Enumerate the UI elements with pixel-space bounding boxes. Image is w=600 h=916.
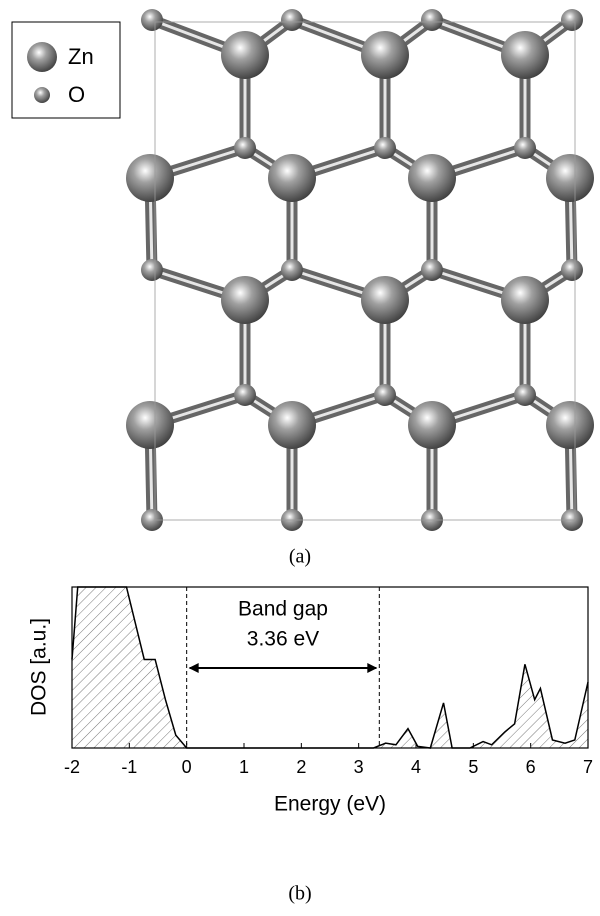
annotation: Band gap [238, 598, 328, 621]
y-axis-label: DOS [a.u.] [28, 618, 51, 716]
x-tick-label: -1 [121, 757, 137, 777]
o-atom [561, 9, 583, 31]
o-atom [514, 384, 536, 406]
zn-atom [221, 31, 269, 79]
caption: (a) [289, 546, 311, 568]
legend-label: Zn [68, 44, 94, 69]
o-atom [141, 259, 163, 281]
x-tick-label: 5 [468, 757, 478, 777]
annotation: 3.36 eV [247, 628, 319, 651]
cell-box [155, 22, 575, 520]
zn-atom [361, 31, 409, 79]
o-atom [374, 384, 396, 406]
zn-atom [546, 154, 594, 202]
x-tick-label: 2 [296, 757, 306, 777]
zn-atom [501, 276, 549, 324]
o-atom [281, 9, 303, 31]
x-tick-label: 3 [354, 757, 364, 777]
x-tick-label: 6 [526, 757, 536, 777]
x-axis-label: Energy (eV) [274, 793, 386, 816]
o-atom [561, 259, 583, 281]
zn-atom [126, 401, 174, 449]
o-atom [514, 137, 536, 159]
zn-atom [361, 276, 409, 324]
zn-atom [546, 401, 594, 449]
arrow-head [367, 663, 377, 673]
o-atom [234, 137, 256, 159]
arrow-head [189, 663, 199, 673]
zn-atom [268, 154, 316, 202]
caption: (b) [288, 883, 311, 905]
legend-label: O [68, 82, 85, 107]
zn-atom [268, 401, 316, 449]
o-atom [421, 9, 443, 31]
o-atom [374, 137, 396, 159]
legend-o-icon [34, 87, 50, 103]
x-tick-label: 1 [239, 757, 249, 777]
o-atom [234, 384, 256, 406]
crystal-structure [126, 9, 594, 531]
x-tick-label: -2 [64, 757, 80, 777]
zn-atom [501, 31, 549, 79]
zn-atom [126, 154, 174, 202]
legend-zn-icon [27, 42, 57, 72]
zn-atom [408, 401, 456, 449]
zn-atom [408, 154, 456, 202]
x-tick-label: 4 [411, 757, 421, 777]
o-atom [421, 259, 443, 281]
x-tick-label: 0 [182, 757, 192, 777]
o-atom [281, 259, 303, 281]
legend-box [12, 22, 120, 118]
figure: Zn O (a) (b) Energy (eV) DOS [a.u.] -2 -1… [0, 0, 600, 916]
x-tick-label: 7 [583, 757, 593, 777]
o-atom [141, 9, 163, 31]
zn-atom [221, 276, 269, 324]
